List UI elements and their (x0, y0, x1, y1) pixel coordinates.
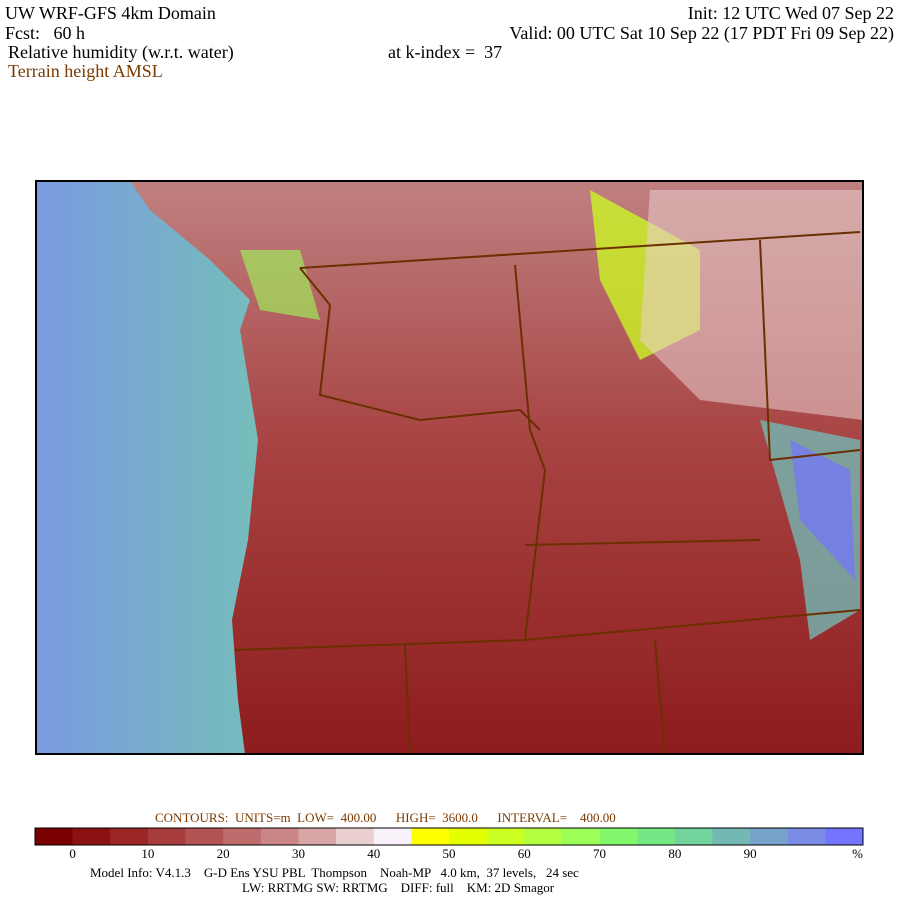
field-name: Relative humidity (w.r.t. water) (8, 42, 234, 63)
color-swatch (599, 828, 638, 845)
color-swatch (561, 828, 600, 845)
color-swatch (524, 828, 563, 845)
overlay-name: Terrain height AMSL (8, 61, 163, 81)
colorbar-tick-label: 80 (668, 846, 681, 861)
init-time: Init: 12 UTC Wed 07 Sep 22 (688, 3, 894, 23)
colorbar-tick-label: 90 (744, 846, 757, 861)
colorbar-tick-label: 70 (593, 846, 606, 861)
colorbar-tick-label: 10 (141, 846, 154, 861)
color-swatch (260, 828, 299, 845)
borders (234, 231, 861, 755)
colorbar-tick-label: 30 (292, 846, 305, 861)
title: UW WRF-GFS 4km Domain (5, 3, 216, 23)
color-swatch (712, 828, 751, 845)
valid-time: Valid: 00 UTC Sat 10 Sep 22 (17 PDT Fri … (509, 23, 894, 44)
colorbar-tick-label: 0 (69, 846, 76, 861)
color-swatch (825, 828, 864, 845)
color-swatch (750, 828, 789, 845)
color-swatch (411, 828, 450, 845)
colorbar-tick-label: 20 (217, 846, 230, 861)
forecast-hour: Fcst: 60 h (5, 23, 85, 43)
moist-area (790, 440, 855, 580)
colorbar-tick-label: 60 (518, 846, 531, 861)
color-swatch (185, 828, 224, 845)
contour-info: CONTOURS: UNITS=m LOW= 400.00 HIGH= 3600… (155, 810, 616, 825)
color-swatch (449, 828, 487, 845)
color-swatch (72, 828, 111, 845)
colorbar-tick-label: 50 (443, 846, 456, 861)
color-swatch (223, 828, 262, 845)
colorbar: 0 10 20 30 40 50 60 70 80 90% (34, 827, 864, 861)
color-swatch (787, 828, 826, 845)
color-swatch (674, 828, 713, 845)
color-swatch (147, 828, 186, 845)
model-info: LW: RRTMG SW: RRTMG DIFF: full KM: 2D Sm… (242, 880, 555, 895)
map (35, 180, 864, 755)
color-swatch (298, 828, 337, 845)
colorbar-tick-label: 40 (367, 846, 380, 861)
model-info: Model Info: V4.1.3 G-D Ens YSU PBL Thomp… (90, 865, 579, 880)
colorbar-frame (34, 827, 864, 846)
level: at k-index = 37 (388, 42, 502, 62)
color-swatch (637, 828, 676, 845)
color-swatch (336, 828, 375, 845)
color-swatch (373, 828, 412, 845)
color-swatch (35, 828, 73, 845)
color-swatch (486, 828, 525, 845)
dry-area (640, 190, 863, 420)
color-swatch (110, 828, 149, 845)
colorbar-unit: % (852, 846, 863, 861)
map-frame (35, 180, 864, 755)
